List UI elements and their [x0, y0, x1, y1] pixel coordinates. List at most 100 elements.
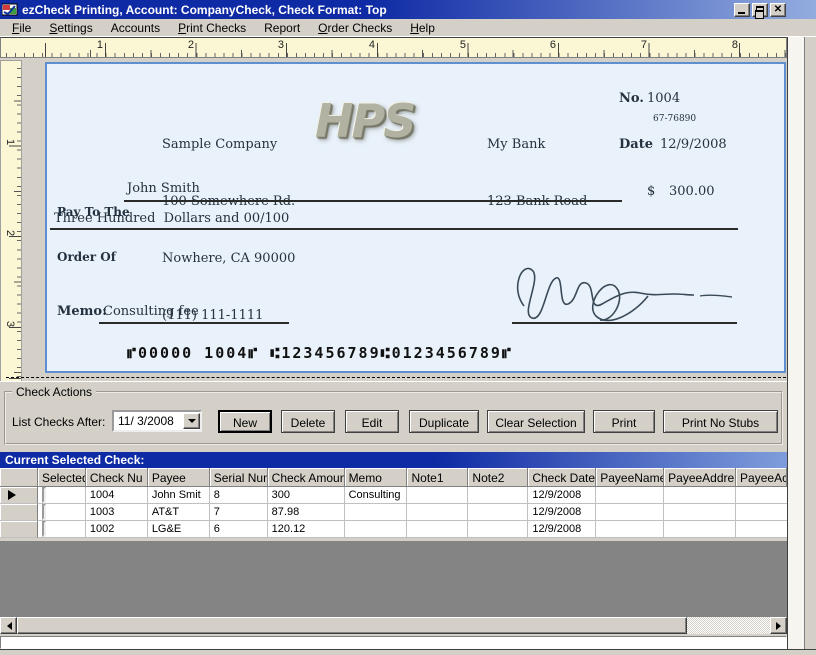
note2-cell[interactable] [468, 487, 529, 504]
ruler-number: 1 [4, 138, 16, 146]
date-cell[interactable]: 12/9/2008 [528, 521, 597, 538]
check-preview: Sample Company 100 Somewhere Rd. Nowhere… [45, 62, 786, 373]
menu-file[interactable]: File [12, 20, 32, 35]
menu-print-checks[interactable]: Print Checks [178, 20, 247, 35]
delete-button[interactable]: Delete [281, 410, 335, 433]
date-cell[interactable]: 12/9/2008 [528, 487, 597, 504]
note2-cell[interactable] [468, 521, 529, 538]
payee-name-cell[interactable] [596, 487, 665, 504]
payee-addre-cell[interactable] [664, 521, 737, 538]
payee-ac-cell[interactable] [736, 521, 787, 538]
print-button[interactable]: Print [593, 410, 655, 433]
amount-cell[interactable]: 87.98 [267, 504, 345, 521]
new-button[interactable]: New [218, 410, 272, 433]
horizontal-scrollbar[interactable] [0, 617, 787, 634]
payee-addre-cell[interactable] [664, 487, 737, 504]
print-no-stubs-button[interactable]: Print No Stubs [663, 410, 778, 433]
dropdown-arrow-icon[interactable] [183, 413, 200, 429]
check-number: 1004 [647, 91, 681, 106]
clear-selection-button[interactable]: Clear Selection [487, 410, 585, 433]
row-checkbox[interactable] [41, 504, 46, 520]
payee-name-cell[interactable] [596, 504, 665, 521]
memo-cell[interactable] [344, 504, 408, 521]
selected-cell [37, 504, 86, 521]
payee-ac-cell[interactable] [736, 487, 787, 504]
payee-cell[interactable]: John Smit [147, 487, 210, 504]
bank-name: My Bank [487, 137, 546, 152]
amount-words-line [50, 228, 738, 230]
note1-cell[interactable] [407, 487, 469, 504]
checks-table: Selected Check Nu Payee Serial Num Check… [0, 468, 787, 538]
restore-button[interactable] [752, 2, 768, 19]
date-cell[interactable]: 12/9/2008 [528, 504, 597, 521]
note2-cell[interactable] [468, 504, 529, 521]
ruler-number: 3 [277, 39, 284, 51]
check-number-label: No. [619, 91, 644, 106]
note1-cell[interactable] [407, 504, 469, 521]
date-filter-value: 11/ 3/2008 [118, 414, 174, 428]
menu-settings[interactable]: Settings [49, 20, 93, 35]
col-check-date: Check Date [528, 468, 597, 487]
scroll-left-button[interactable] [0, 617, 17, 634]
table-row[interactable]: 1004 John Smit 8 300 Consulting 12/9/200… [0, 487, 787, 504]
check-number-cell[interactable]: 1004 [85, 487, 148, 504]
table-row[interactable]: 1002 LG&E 6 120.12 12/9/2008 [0, 521, 787, 538]
col-selected: Selected [37, 468, 86, 487]
memo-label: Memo: [57, 304, 107, 319]
ruler-number: 2 [4, 229, 16, 237]
company-address2: Nowhere, CA 90000 [162, 251, 296, 266]
row-checkbox[interactable] [41, 521, 46, 537]
payee-ac-cell[interactable] [736, 504, 787, 521]
payee-addre-cell[interactable] [664, 504, 737, 521]
selected-cell [37, 521, 86, 538]
table-empty-area [0, 539, 787, 617]
company-block: Sample Company 100 Somewhere Rd. Nowhere… [162, 97, 295, 363]
scroll-right-button[interactable] [770, 617, 787, 634]
menu-order-checks[interactable]: Order Checks [318, 20, 393, 35]
menu-help[interactable]: Help [410, 20, 435, 35]
payee-cell[interactable]: LG&E [147, 521, 210, 538]
row-checkbox[interactable] [41, 487, 46, 503]
serial-cell[interactable]: 8 [209, 487, 268, 504]
amount-cell[interactable]: 120.12 [267, 521, 345, 538]
status-bar [0, 636, 787, 649]
row-selector-cell[interactable] [0, 487, 38, 504]
minimize-button[interactable] [734, 2, 750, 17]
col-payee-name: PayeeName [596, 468, 665, 487]
payee-name-cell[interactable] [596, 521, 665, 538]
page-break-dashed-line [6, 377, 786, 378]
table-row[interactable]: 1003 AT&T 7 87.98 12/9/2008 [0, 504, 787, 521]
menu-accounts[interactable]: Accounts [110, 20, 161, 35]
row-selector-cell[interactable] [0, 521, 38, 538]
date-filter-dropdown[interactable]: 11/ 3/2008 [112, 410, 202, 432]
company-phone: (111) 111-1111 [162, 308, 264, 323]
note1-cell[interactable] [407, 521, 469, 538]
scrollbar-thumb[interactable] [17, 617, 687, 634]
memo-cell[interactable]: Consulting [344, 487, 408, 504]
title-bar: ezCheck Printing, Account: CompanyCheck,… [0, 0, 816, 19]
payee-name: John Smith [127, 181, 200, 196]
col-serial-num: Serial Num [209, 468, 268, 487]
scrollbar-track[interactable] [687, 617, 770, 634]
check-number-cell[interactable]: 1002 [85, 521, 148, 538]
pay-to-label: Pay To The Order Of [57, 205, 130, 264]
close-button[interactable]: ✕ [770, 2, 786, 17]
amount-cell[interactable]: 300 [267, 487, 345, 504]
app-logo-icon [1, 3, 18, 17]
selected-cell [37, 487, 86, 504]
amount-symbol: $ [647, 184, 656, 199]
check-number-cell[interactable]: 1003 [85, 504, 148, 521]
row-selector-cell[interactable] [0, 504, 38, 521]
col-check-amount: Check Amount [267, 468, 345, 487]
payee-cell[interactable]: AT&T [147, 504, 210, 521]
date-label: Date [619, 137, 653, 152]
ruler-number: 6 [549, 39, 556, 51]
serial-cell[interactable]: 7 [209, 504, 268, 521]
duplicate-button[interactable]: Duplicate [409, 410, 479, 433]
memo-cell[interactable] [344, 521, 408, 538]
serial-cell[interactable]: 6 [209, 521, 268, 538]
menu-report[interactable]: Report [264, 20, 301, 35]
ruler-number: 2 [187, 39, 194, 51]
edit-button[interactable]: Edit [345, 410, 399, 433]
current-row-arrow-icon [8, 490, 21, 500]
